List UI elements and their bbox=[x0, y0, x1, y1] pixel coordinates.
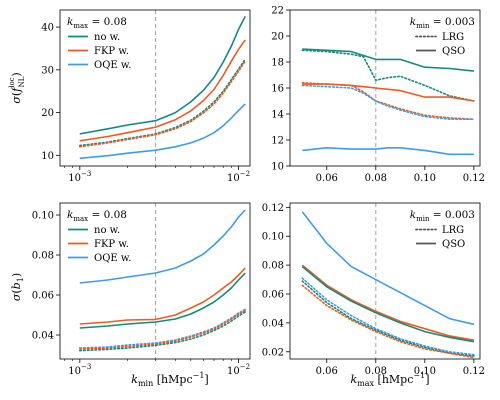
x-tick-label: 10−2 bbox=[227, 363, 250, 377]
series-line-teal-dotted bbox=[301, 49, 475, 102]
series-line-blue-dotted bbox=[79, 308, 246, 349]
series-line-blue-solid bbox=[302, 147, 474, 156]
legend-label: LRG bbox=[442, 225, 464, 236]
series-line-teal-solid bbox=[79, 16, 246, 135]
x-tick-label: 0.08 bbox=[365, 173, 387, 184]
legend-label: OQE w. bbox=[94, 60, 131, 71]
y-tick-label: 22 bbox=[271, 6, 284, 17]
y-tick-label: 0.06 bbox=[32, 291, 54, 302]
y-label-bottom-left: σ(b1) bbox=[10, 273, 25, 301]
series-line-orange-dotted bbox=[79, 60, 246, 148]
legend-label: OQE w. bbox=[94, 253, 131, 264]
series-line-orange-dotted bbox=[79, 309, 246, 350]
y-tick-label: 18 bbox=[271, 58, 284, 69]
y-tick-label: 0.12 bbox=[262, 203, 284, 214]
series-line-teal-dotted bbox=[79, 58, 246, 147]
axes-frame bbox=[289, 202, 481, 360]
panel-bl: 10−3 10−2 0.04 0.06 0.08 0.10 kmax = 0.08 no w.… bbox=[32, 202, 251, 377]
series-line-blue-solid bbox=[79, 209, 246, 284]
series-line-orange-solid bbox=[302, 83, 475, 102]
x-tick-label: 10−3 bbox=[68, 170, 91, 184]
x-label-right: kmax [hMpc−1] bbox=[351, 371, 430, 388]
svg-text:σ(b1): σ(b1) bbox=[10, 273, 25, 301]
legend-label: no w. bbox=[94, 225, 120, 236]
svg-text:kmax [hMpc−1]: kmax [hMpc−1] bbox=[351, 371, 430, 388]
y-tick-label: 20 bbox=[41, 108, 54, 119]
series-line-teal-dotted bbox=[79, 311, 246, 352]
panel-tr: 0.06 0.08 0.10 0.12 10 12 14 16 18 20 22 kmin = 0.0… bbox=[271, 6, 485, 185]
x-tick-label: 0.12 bbox=[463, 173, 485, 184]
x-tick-label: 0.10 bbox=[414, 173, 436, 184]
legend-label: FKP w. bbox=[94, 46, 129, 57]
axes-frame bbox=[59, 9, 251, 167]
series-line-teal-dotted bbox=[301, 280, 475, 357]
y-tick-label: 0.06 bbox=[262, 290, 284, 301]
y-tick-label: 40 bbox=[41, 23, 54, 34]
series-line-teal-solid bbox=[79, 272, 246, 329]
y-tick-label: 0.10 bbox=[262, 232, 284, 243]
y-tick-label: 14 bbox=[271, 110, 284, 121]
x-tick-label: 10−3 bbox=[68, 363, 91, 377]
y-tick-label: 10 bbox=[271, 162, 284, 173]
y-tick-label: 0.10 bbox=[32, 211, 54, 222]
x-tick-label: 0.06 bbox=[316, 366, 338, 377]
axes-frame bbox=[59, 202, 251, 360]
series-line-orange-dotted bbox=[301, 82, 475, 120]
series-line-blue-dotted bbox=[301, 84, 475, 120]
y-tick-label: 20 bbox=[271, 32, 284, 43]
y-tick-label: 0.04 bbox=[262, 318, 284, 329]
x-tick-label: 0.10 bbox=[414, 366, 436, 377]
series-line-blue-solid bbox=[301, 211, 475, 326]
legend-label: no w. bbox=[94, 32, 120, 43]
annotation: kmax = 0.08 bbox=[67, 209, 127, 223]
legend-label: FKP w. bbox=[94, 239, 129, 250]
x-tick-label: 0.08 bbox=[365, 366, 387, 377]
panel-br: 0.06 0.08 0.10 0.12 0.02 0.04 0.06 0.08 0.10 0.12… bbox=[262, 202, 485, 377]
y-tick-label: 0.02 bbox=[262, 347, 284, 358]
legend-label: QSO bbox=[442, 239, 465, 250]
x-tick-label: 0.06 bbox=[316, 173, 338, 184]
panel-tl: 10−3 10−2 10 20 30 40 kmax = 0.08 no w. FKP w. OQ… bbox=[41, 9, 251, 184]
x-tick-label: 10−2 bbox=[227, 170, 250, 184]
y-tick-label: 16 bbox=[271, 84, 284, 95]
y-tick-label: 0.08 bbox=[32, 251, 54, 262]
y-tick-label: 30 bbox=[41, 65, 54, 76]
annotation: kmax = 0.08 bbox=[67, 16, 127, 30]
svg-text:kmin [hMpc−1]: kmin [hMpc−1] bbox=[131, 371, 208, 388]
series-line-blue-dotted bbox=[301, 277, 475, 356]
legend-label: QSO bbox=[442, 46, 465, 57]
annotation: kmin = 0.003 bbox=[410, 16, 475, 30]
y-tick-label: 0.04 bbox=[32, 331, 54, 342]
series-line-orange-dotted bbox=[301, 284, 475, 359]
series-line-blue-solid bbox=[79, 103, 246, 160]
y-tick-label: 0.08 bbox=[262, 261, 284, 272]
x-label-left: kmin [hMpc−1] bbox=[131, 371, 208, 388]
series-line-orange-solid bbox=[301, 264, 475, 341]
series-line-teal-solid bbox=[302, 48, 474, 72]
annotation: kmin = 0.003 bbox=[410, 209, 475, 223]
series-line-teal-solid bbox=[301, 265, 475, 343]
y-label-top-left: σ(floc NL) bbox=[8, 72, 26, 103]
series-line-orange-solid bbox=[79, 39, 246, 142]
series-line-orange-solid bbox=[79, 267, 246, 325]
x-tick-label: 0.12 bbox=[463, 366, 485, 377]
legend-label: LRG bbox=[442, 32, 464, 43]
y-tick-label: 10 bbox=[41, 151, 54, 162]
y-tick-label: 12 bbox=[271, 136, 284, 147]
